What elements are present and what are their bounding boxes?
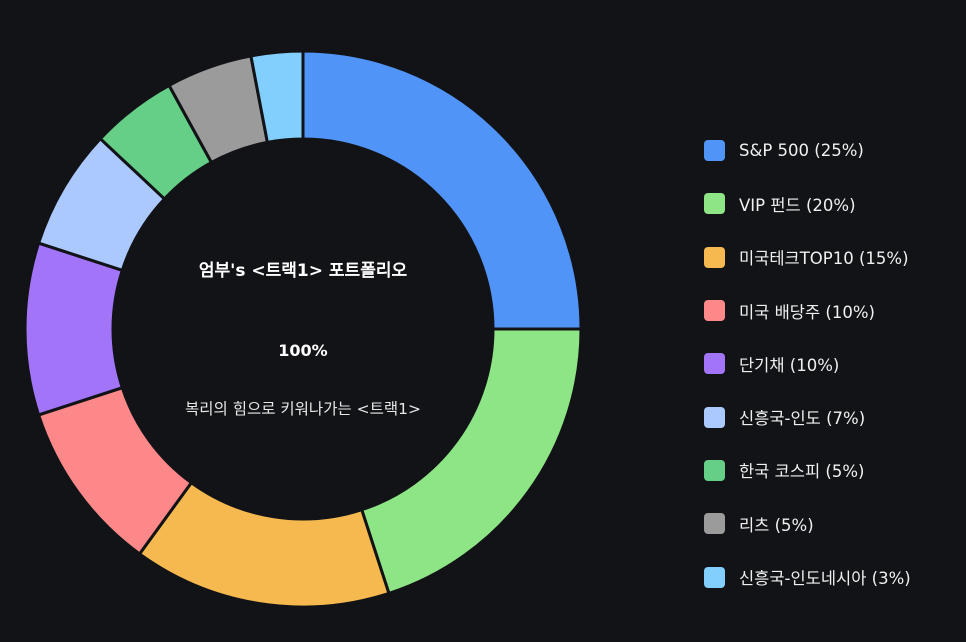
total-percentage: 100% — [278, 341, 328, 360]
legend-label: 미국테크TOP10 (15%) — [739, 249, 909, 269]
legend-item-3[interactable]: 미국테크TOP10 (15%) — [704, 231, 911, 284]
legend-swatch — [704, 566, 725, 588]
legend-swatch — [704, 193, 725, 215]
legend-swatch — [704, 459, 725, 481]
legend-item-2[interactable]: VIP 펀드 (20%) — [704, 177, 911, 230]
legend-label: 리츠 (5%) — [739, 515, 814, 535]
legend-label: 신흥국-인도네시아 (3%) — [739, 569, 911, 589]
legend-label: 미국 배당주 (10%) — [739, 302, 875, 322]
legend-swatch — [704, 300, 725, 322]
legend-swatch — [704, 140, 725, 162]
pie-slice-5[interactable] — [23, 241, 124, 417]
legend-label: S&P 500 (25%) — [739, 141, 864, 161]
legend-item-9[interactable]: 신흥국-인도네시아 (3%) — [704, 550, 911, 603]
donut-chart — [23, 49, 583, 609]
legend-label: VIP 펀드 (20%) — [739, 195, 856, 215]
legend-label: 신흥국-인도 (7%) — [739, 409, 866, 429]
legend-item-7[interactable]: 한국 코스피 (5%) — [704, 444, 911, 497]
legend-item-6[interactable]: 신흥국-인도 (7%) — [704, 390, 911, 443]
legend-item-5[interactable]: 단기채 (10%) — [704, 337, 911, 390]
legend-label: 한국 코스피 (5%) — [739, 462, 865, 482]
chart-subtitle: 복리의 힘으로 키워나가는 <트랙1> — [185, 400, 421, 418]
legend-swatch — [704, 353, 725, 375]
legend-item-8[interactable]: 리츠 (5%) — [704, 497, 911, 550]
legend-swatch — [704, 246, 725, 268]
pie-slice-2[interactable] — [360, 327, 583, 595]
chart-title: 엄부's <트랙1> 포트폴리오 — [198, 261, 408, 281]
pie-slice-1[interactable] — [301, 49, 583, 331]
legend-item-1[interactable]: S&P 500 (25%) — [704, 124, 911, 177]
legend-item-4[interactable]: 미국 배당주 (10%) — [704, 284, 911, 337]
chart-legend: S&P 500 (25%) VIP 펀드 (20%) 미국테크TOP10 (15%)… — [704, 124, 911, 604]
legend-label: 단기채 (10%) — [739, 355, 840, 375]
legend-swatch — [704, 513, 725, 535]
legend-swatch — [704, 406, 725, 428]
pie-slice-9[interactable] — [249, 49, 305, 144]
